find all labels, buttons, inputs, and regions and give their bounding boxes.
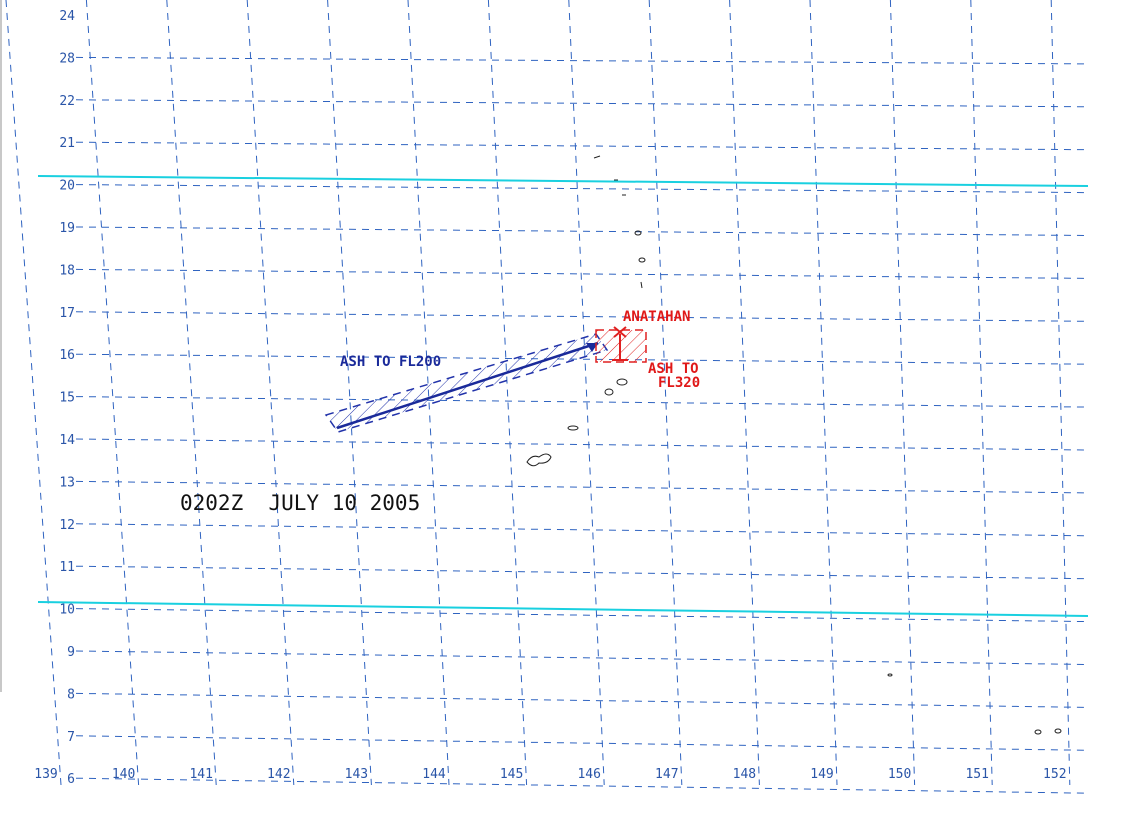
- latitude-line: [75, 311, 1089, 322]
- ash-low-label: ASH TO FL200: [340, 354, 441, 370]
- longitude-label: 144: [422, 767, 446, 782]
- longitude-line: [809, 0, 838, 786]
- latitude-label: 19: [59, 221, 75, 236]
- latitude-line: [75, 692, 1089, 708]
- longitude-line: [327, 0, 372, 786]
- longitude-label: 141: [189, 767, 212, 782]
- latitude-label: 10: [59, 603, 75, 618]
- longitude-line: [5, 0, 62, 786]
- frame-edge: [0, 0, 2, 692]
- latitude-line: [75, 650, 1089, 665]
- latitude-line: [75, 565, 1089, 580]
- timestamp: 0202Z JULY 10 2005: [180, 491, 420, 515]
- latitude-line: [75, 268, 1089, 279]
- arrow-head: [586, 343, 598, 352]
- longitude-line: [648, 0, 683, 786]
- latitude-label: 7: [67, 730, 75, 745]
- latitude-line: [75, 735, 1089, 751]
- latitude-label: 22: [59, 94, 75, 109]
- latitude-line: [75, 438, 1089, 451]
- latitude-line: [75, 396, 1089, 408]
- latitude-label: 17: [59, 306, 75, 321]
- longitude-label: 148: [733, 767, 756, 782]
- latitude-label: 28: [59, 51, 75, 66]
- longitude-line: [889, 0, 916, 786]
- longitude-label: 147: [655, 767, 678, 782]
- latitude-line: [75, 56, 1089, 65]
- longitude-line: [166, 0, 217, 786]
- latitude-line: [75, 523, 1089, 537]
- longitude-line: [85, 0, 140, 786]
- latitude-line: [75, 99, 1089, 108]
- latitude-label: 20: [59, 179, 75, 194]
- latitude-label: 6: [67, 772, 75, 787]
- longitude-line: [729, 0, 760, 786]
- longitude-label: 149: [810, 767, 833, 782]
- longitude-label: 143: [345, 767, 368, 782]
- latitude-line: [75, 184, 1089, 194]
- latitude-label: 12: [59, 518, 75, 533]
- latitude-line: [75, 608, 1089, 623]
- longitude-label: 140: [112, 767, 135, 782]
- latitude-line: [75, 141, 1089, 151]
- longitude-label: 150: [888, 767, 911, 782]
- volcano-symbol: [612, 326, 628, 361]
- longitude-line: [970, 0, 993, 786]
- latitude-20-line: [37, 175, 1089, 187]
- latitude-label: 15: [59, 391, 75, 406]
- ash-trajectory: [336, 341, 599, 430]
- latitude-label: 8: [67, 687, 75, 702]
- graticule: [5, 0, 1089, 794]
- longitude-line: [568, 0, 605, 786]
- latitude-label: 21: [59, 136, 75, 151]
- latitude-label: 18: [59, 263, 75, 278]
- ash-high-label: ASH TO: [648, 361, 699, 377]
- longitude-line: [246, 0, 295, 786]
- volcano-label: ANATAHAN: [623, 309, 690, 325]
- longitude-label: 139: [34, 767, 57, 782]
- latitude-label: 13: [59, 475, 75, 490]
- islands: [526, 155, 1062, 735]
- longitude-label: 151: [965, 767, 988, 782]
- latitude-line: [75, 226, 1089, 236]
- longitude-label: 152: [1043, 767, 1066, 782]
- longitude-line: [1050, 0, 1071, 786]
- latitude-label: 24: [59, 9, 75, 24]
- longitude-line: [487, 0, 528, 786]
- latitude-label: 16: [59, 348, 75, 363]
- longitude-label: 142: [267, 767, 290, 782]
- ash-high-label: FL320: [658, 375, 700, 391]
- latitude-label: 14: [59, 433, 75, 448]
- latitude-label: 11: [59, 560, 75, 575]
- longitude-label: 146: [577, 767, 600, 782]
- longitude-label: 145: [500, 767, 523, 782]
- latitude-label: 9: [67, 645, 75, 660]
- latitude-10-line: [37, 601, 1089, 617]
